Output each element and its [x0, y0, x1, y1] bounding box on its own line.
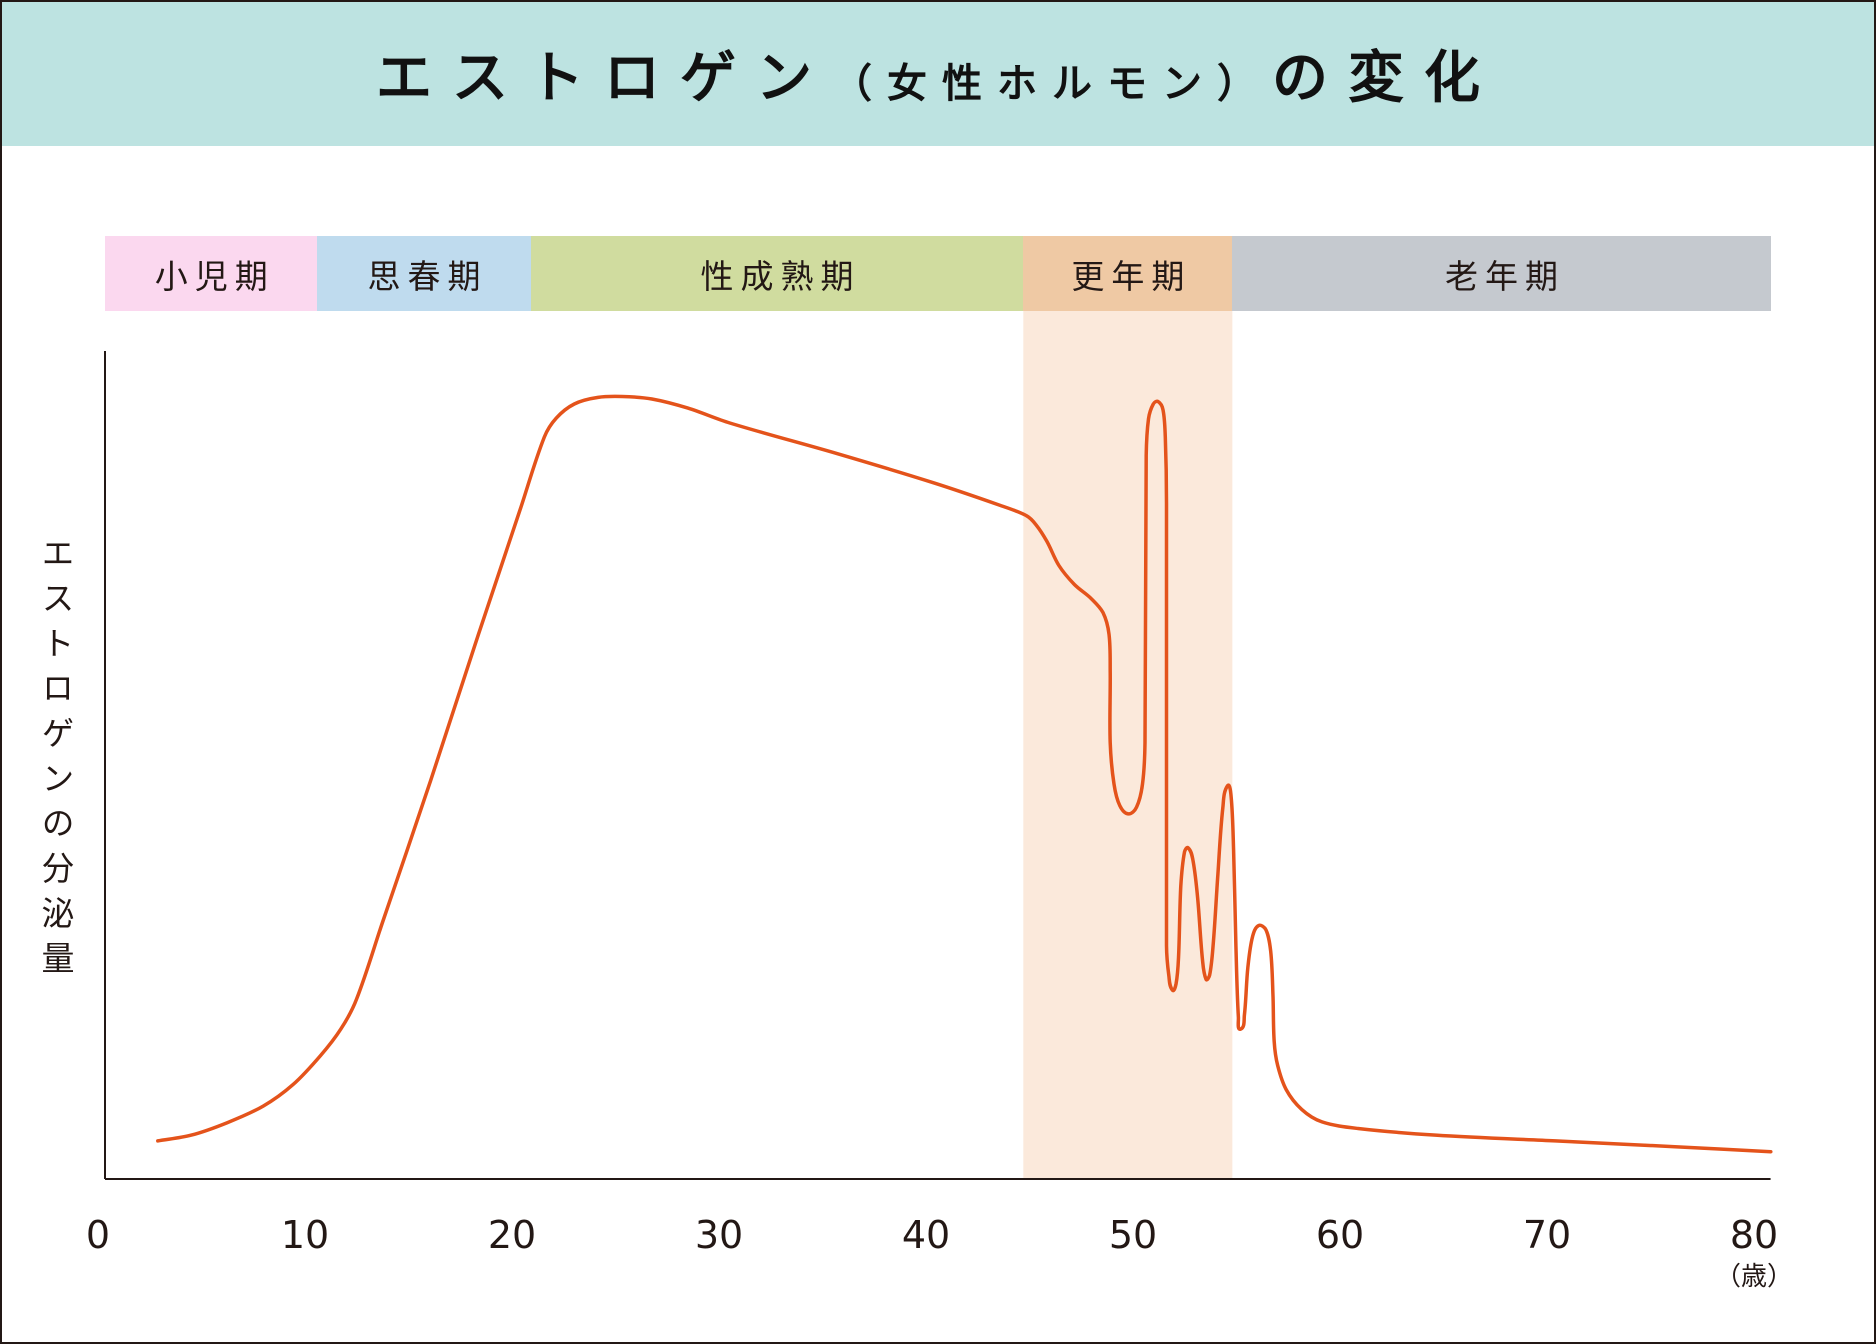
x-tick-label: 30 — [694, 1213, 744, 1257]
stage-label: 更年期 — [1071, 256, 1192, 296]
stage-label: 小児期 — [154, 256, 275, 296]
title-end: の変化 — [1272, 45, 1500, 111]
chart-title: エストロゲン （女性ホルモン） の変化 — [376, 33, 1500, 114]
estrogen-curve — [156, 394, 1773, 1154]
x-tick-label: 70 — [1522, 1213, 1572, 1257]
x-tick-label: 20 — [487, 1213, 537, 1257]
x-tick-label: 60 — [1315, 1213, 1365, 1257]
stage-band-menopause: 更年期 — [1023, 236, 1233, 311]
stage-band-childhood: 小児期 — [105, 236, 318, 311]
stage-band-maturity: 性成熟期 — [530, 236, 1024, 311]
title-main: エストロゲン — [376, 45, 832, 111]
stage-label: 老年期 — [1444, 256, 1565, 296]
x-tick-label: 40 — [901, 1213, 951, 1257]
x-tick-label: 50 — [1108, 1213, 1158, 1257]
x-axis-unit-label: （歳） — [1714, 1262, 1794, 1292]
menopause-shade — [1023, 311, 1233, 1179]
y-axis-label: エストロゲンの分泌量 — [36, 536, 75, 986]
stage-label: 性成熟期 — [700, 256, 861, 296]
stage-band-puberty: 思春期 — [317, 236, 531, 311]
stage-band-senescence: 老年期 — [1232, 236, 1771, 311]
title-banner: エストロゲン （女性ホルモン） の変化 — [0, 0, 1876, 146]
x-tick-label: 80 — [1729, 1213, 1779, 1257]
x-tick-label: 0 — [85, 1213, 111, 1257]
x-tick-label: 10 — [280, 1213, 330, 1257]
stage-label: 思春期 — [367, 256, 488, 296]
title-subtitle: （女性ホルモン） — [832, 60, 1272, 107]
